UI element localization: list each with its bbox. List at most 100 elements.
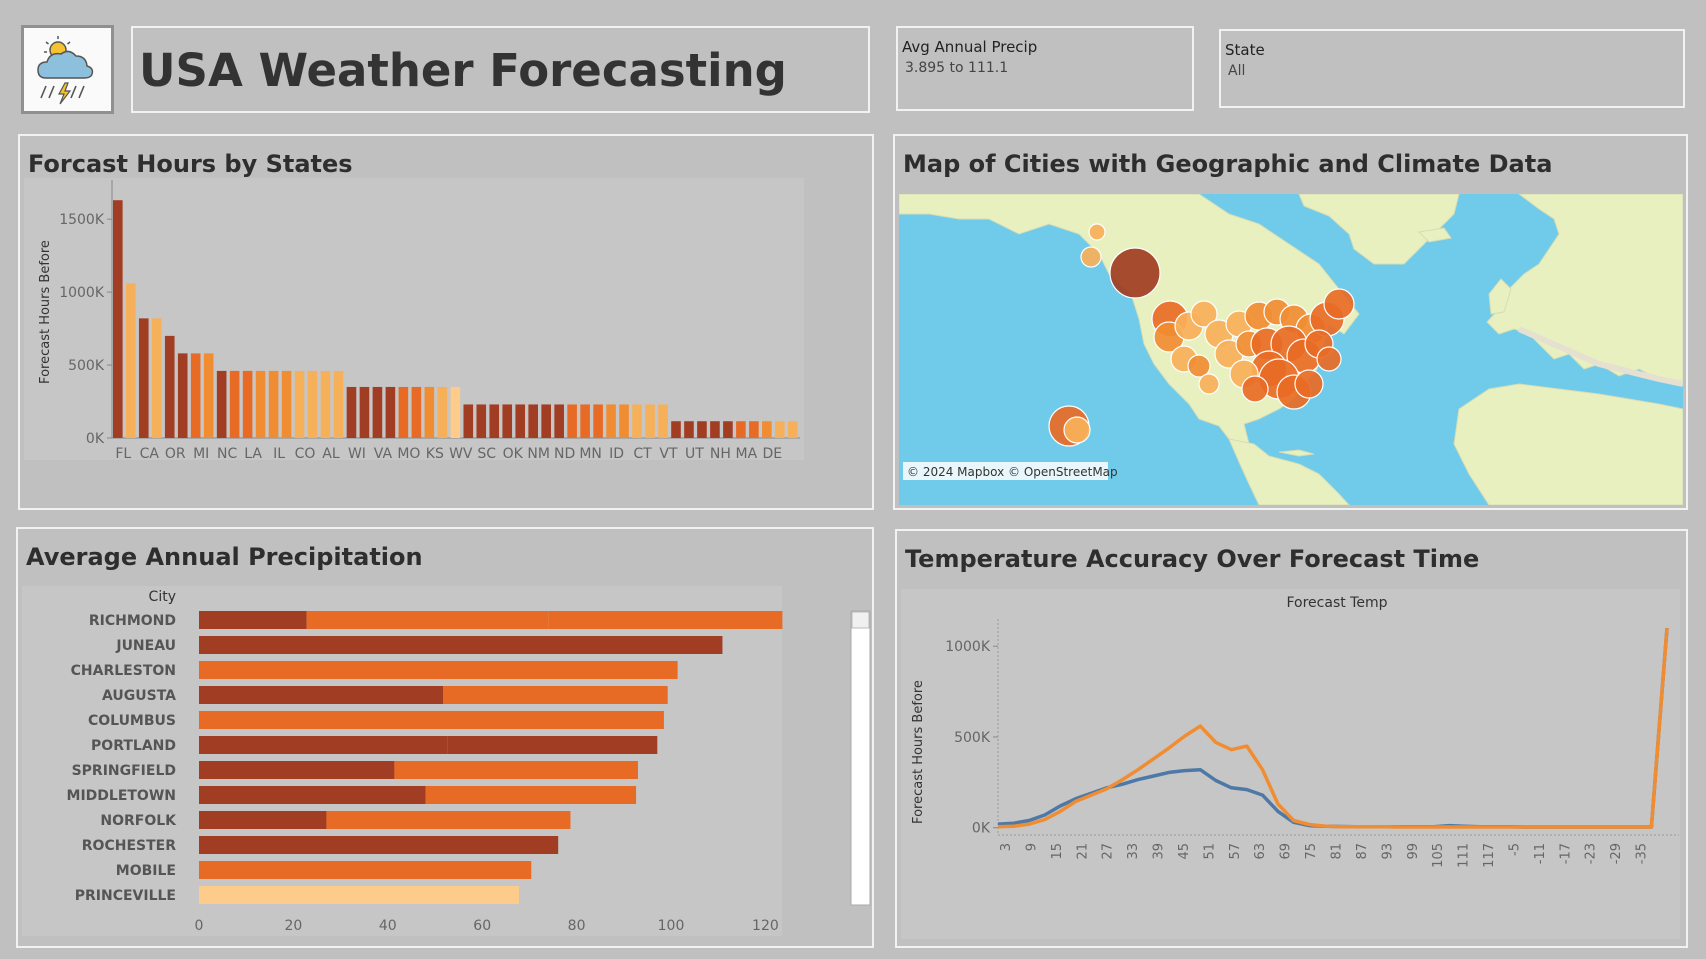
state-bar[interactable] <box>554 404 564 438</box>
state-bar[interactable] <box>450 386 461 438</box>
x-tick-label: 3 <box>999 843 1014 851</box>
precip-bar-segment[interactable] <box>394 761 638 779</box>
state-bar[interactable] <box>242 370 253 438</box>
city-bubble[interactable] <box>1088 223 1106 241</box>
state-bar[interactable] <box>528 404 539 438</box>
precip-filter[interactable]: Avg Annual Precip 3.895 to 111.1 <box>896 26 1194 111</box>
map-credit[interactable]: © 2024 Mapbox © OpenStreetMap <box>907 465 1118 479</box>
state-bar[interactable] <box>320 370 331 438</box>
x-tick-label: 45 <box>1177 843 1192 860</box>
state-bar[interactable] <box>398 386 409 438</box>
precip-bar-segment[interactable] <box>199 811 327 829</box>
state-bar[interactable] <box>138 318 149 438</box>
state-bar[interactable] <box>255 370 266 438</box>
precip-bar-segment[interactable] <box>447 736 658 754</box>
precip-bar-segment[interactable] <box>326 811 571 829</box>
state-bar[interactable] <box>424 386 435 438</box>
precip-filter-value[interactable]: 3.895 to 111.1 <box>905 60 1009 76</box>
state-filter-value[interactable]: All <box>1228 63 1246 79</box>
state-bar[interactable] <box>151 318 162 438</box>
state-bar[interactable] <box>216 370 227 438</box>
precip-bar-segment[interactable] <box>425 786 637 804</box>
state-bar[interactable] <box>736 421 746 438</box>
state-bar[interactable] <box>684 421 694 438</box>
precip-bar-segment[interactable] <box>199 736 448 754</box>
state-bar[interactable] <box>333 370 344 438</box>
state-bar[interactable] <box>619 404 629 438</box>
precip-bar-segment[interactable] <box>199 636 723 654</box>
precip-bar-segment[interactable] <box>199 886 520 904</box>
city-bubble[interactable] <box>1241 375 1269 403</box>
state-bar[interactable] <box>723 421 733 438</box>
city-bubble[interactable] <box>1187 354 1211 378</box>
state-bar[interactable] <box>346 386 357 438</box>
precip-bar-segment[interactable] <box>199 786 426 804</box>
states-bar-chart[interactable]: 0K 500K 1000K 1500K Forecast Hours Before FL C… <box>20 136 872 508</box>
city-bubble[interactable] <box>1109 247 1161 299</box>
city-bubble[interactable] <box>1190 300 1218 328</box>
state-bar[interactable] <box>502 404 513 438</box>
state-bar[interactable] <box>658 404 668 438</box>
state-bar[interactable] <box>788 421 798 438</box>
state-bar[interactable] <box>463 404 474 438</box>
state-bar[interactable] <box>645 404 655 438</box>
scrollbar-track[interactable] <box>850 610 871 906</box>
city-bubble[interactable] <box>1323 288 1355 320</box>
state-bar[interactable] <box>476 404 487 438</box>
state-bar[interactable] <box>671 421 681 438</box>
precip-bar-chart[interactable]: City RICHMOND JUNEAU CHARLESTON AUGUSTA COLUM… <box>18 529 872 946</box>
precip-bar-segment[interactable] <box>199 686 444 704</box>
precip-bar-segment[interactable] <box>548 611 783 629</box>
precip-bar-segment[interactable] <box>199 661 678 679</box>
state-bar[interactable] <box>359 386 370 438</box>
state-bar[interactable] <box>515 404 526 438</box>
state-bar[interactable] <box>385 386 396 438</box>
state-bar[interactable] <box>229 370 240 438</box>
state-bar[interactable] <box>190 353 201 438</box>
state-bar[interactable] <box>541 404 551 438</box>
state-bar[interactable] <box>164 335 175 438</box>
x-tick-label: WI <box>348 446 366 462</box>
state-bar[interactable] <box>113 200 123 438</box>
state-bar[interactable] <box>775 421 785 438</box>
precip-bar-segment[interactable] <box>199 836 559 854</box>
precip-bar-segment[interactable] <box>199 711 664 729</box>
state-bar[interactable] <box>372 386 383 438</box>
city-bubble[interactable] <box>1294 369 1324 399</box>
precip-bar-segment[interactable] <box>199 861 532 879</box>
state-bar[interactable] <box>411 386 422 438</box>
precip-bar-segment[interactable] <box>199 611 307 629</box>
precip-bar-segment[interactable] <box>443 686 668 704</box>
city-bubble[interactable] <box>1198 373 1220 395</box>
city-bubble[interactable] <box>1316 346 1342 372</box>
state-bar[interactable] <box>580 404 590 438</box>
state-bar[interactable] <box>632 404 642 438</box>
precip-bar-segment[interactable] <box>306 611 549 629</box>
scrollbar-thumb[interactable] <box>851 611 870 629</box>
city-bubble[interactable] <box>1063 416 1091 444</box>
city-bubble[interactable] <box>1080 246 1102 268</box>
state-filter[interactable]: State All <box>1219 29 1685 108</box>
state-bar[interactable] <box>749 421 759 438</box>
state-bar[interactable] <box>125 283 136 438</box>
state-bar[interactable] <box>697 421 707 438</box>
city-bubbles[interactable] <box>1048 223 1355 447</box>
precip-bar-segment[interactable] <box>199 761 395 779</box>
state-bar[interactable] <box>489 404 500 438</box>
state-bar[interactable] <box>281 370 292 438</box>
state-bar[interactable] <box>307 370 318 438</box>
state-bar[interactable] <box>593 404 603 438</box>
state-bar[interactable] <box>762 421 772 438</box>
state-bar[interactable] <box>268 370 279 438</box>
state-bar[interactable] <box>294 370 305 438</box>
state-bar[interactable] <box>710 421 720 438</box>
state-bar[interactable] <box>437 386 448 438</box>
state-bar[interactable] <box>203 353 214 438</box>
map-canvas[interactable]: © 2024 Mapbox © OpenStreetMap <box>899 194 1683 505</box>
temp-series-line[interactable] <box>997 627 1669 829</box>
state-bar[interactable] <box>606 404 616 438</box>
cities-map[interactable]: © 2024 Mapbox © OpenStreetMap <box>899 194 1683 505</box>
state-bar[interactable] <box>177 353 188 438</box>
state-bar[interactable] <box>567 404 577 438</box>
temp-line-chart[interactable]: Forecast Temp 0K 500K 1000K Forecast Hours B… <box>897 531 1686 946</box>
